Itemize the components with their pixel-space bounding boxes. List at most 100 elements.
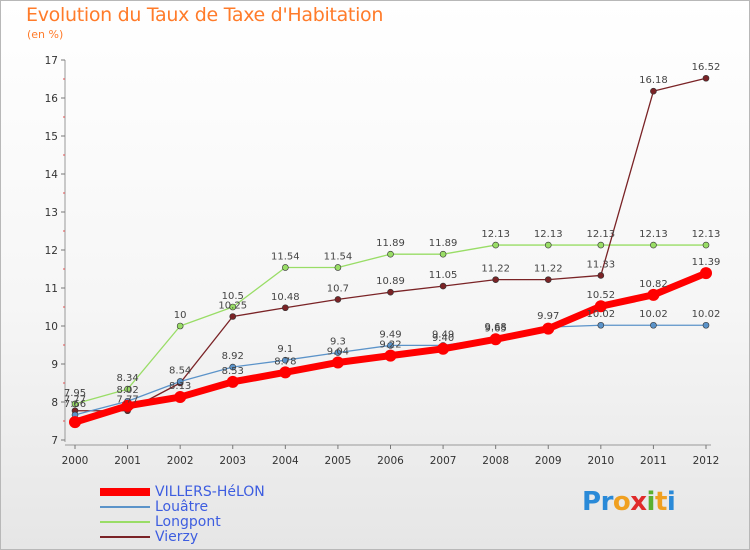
y-tick-label: 15: [45, 131, 58, 143]
data-point: [176, 378, 184, 385]
data-point: [174, 391, 187, 404]
y-tick-label: 7: [51, 435, 58, 447]
legend-label: Louâtre: [155, 498, 209, 515]
data-point: [124, 385, 131, 393]
data-label: 11.89: [429, 238, 458, 249]
chart-title: Evolution du Taux de Taxe d'Habitation: [26, 4, 384, 26]
data-point: [492, 241, 499, 249]
data-label: 7.66: [64, 399, 86, 410]
data-label: 9.22: [379, 340, 401, 351]
legend-item: Longpont: [100, 513, 265, 530]
y-tick-label: 9: [51, 359, 58, 371]
data-label: 8.54: [169, 365, 191, 376]
y-tick-label: 11: [45, 283, 58, 295]
data-point: [229, 313, 237, 320]
x-tick-label: 2011: [640, 455, 667, 467]
data-point: [647, 288, 660, 301]
data-label: 11.89: [376, 238, 405, 249]
logo-letter: P: [582, 487, 601, 517]
x-tick-label: 2005: [325, 455, 352, 467]
x-tick-label: 2009: [535, 455, 562, 467]
proxiti-logo: Proxiti: [582, 487, 676, 517]
x-tick-label: 2008: [482, 455, 509, 467]
data-label: 9.40: [432, 333, 454, 344]
data-label: 10.02: [587, 309, 616, 320]
data-label: 10.52: [587, 290, 616, 301]
logo-letter: x: [630, 487, 647, 517]
chart-svg: 7 8 9 10 11 12 13 14 15 16 17 2000 2001 2002 2003 2004 2…: [45, 55, 721, 467]
legend-item: Vierzy: [100, 528, 265, 545]
data-point: [121, 399, 134, 412]
data-label: 12.13: [481, 229, 510, 240]
data-label: 10.02: [692, 309, 721, 320]
y-tick-label: 16: [45, 93, 59, 105]
legend-swatch-vierzy: [100, 535, 150, 538]
logo-letter: i: [646, 487, 656, 517]
y-tick-label: 12: [45, 245, 58, 257]
data-label: 10.02: [639, 309, 668, 320]
data-point: [650, 321, 657, 329]
data-point: [489, 333, 502, 346]
data-point: [71, 400, 79, 408]
data-point: [439, 250, 447, 258]
x-tick-label: 2006: [377, 455, 404, 467]
data-label: 11.54: [324, 251, 353, 262]
data-point: [542, 322, 555, 335]
data-point: [387, 250, 394, 258]
data-label: 12.13: [587, 229, 616, 240]
x-tick-label: 2003: [219, 455, 246, 467]
data-label: 10: [174, 310, 187, 321]
data-label: 11.22: [534, 264, 563, 275]
data-point: [492, 276, 499, 283]
data-label: 8.13: [169, 381, 191, 392]
data-label: 9.65: [485, 323, 507, 334]
data-point: [226, 375, 239, 388]
data-label: 8.92: [222, 351, 244, 362]
logo-letter: t: [654, 487, 667, 517]
data-label: 10.5: [222, 291, 244, 302]
data-point: [334, 264, 342, 271]
data-label: 10.25: [218, 301, 247, 312]
data-label: 11.39: [692, 257, 721, 268]
legend: VILLERS-HéLON Louâtre Longpont Vierzy: [100, 484, 265, 545]
data-point: [334, 349, 342, 356]
data-point: [650, 241, 657, 249]
data-label: 12.13: [534, 229, 563, 240]
legend-label: Vierzy: [155, 528, 199, 545]
legend-swatch-villers: [100, 487, 150, 496]
y-tick-label: 10: [45, 321, 58, 333]
data-label: 11.33: [587, 259, 616, 270]
legend-label: Longpont: [155, 513, 221, 530]
x-tick-label: 2007: [430, 455, 457, 467]
logo-letter: r: [600, 487, 614, 517]
chart-subtitle: (en %): [27, 28, 64, 41]
data-label: 10.7: [327, 283, 349, 294]
legend-swatch-longpont: [100, 520, 150, 523]
data-point: [437, 342, 450, 355]
y-tick-label: 8: [51, 397, 58, 409]
data-point: [384, 349, 397, 362]
data-point: [544, 276, 552, 283]
data-label: 8.78: [274, 356, 296, 367]
data-label: 10.48: [271, 292, 300, 303]
data-point: [597, 321, 605, 329]
data-label: 9.97: [537, 311, 559, 322]
data-point: [700, 267, 712, 280]
data-label: 11.05: [429, 270, 458, 281]
legend-item: Louâtre: [100, 498, 265, 515]
data-label: 9.3: [330, 337, 346, 348]
data-point: [282, 304, 289, 312]
legend-item: VILLERS-HéLON: [100, 484, 265, 500]
data-label: 7.77: [116, 395, 138, 406]
data-label: 10.89: [376, 276, 405, 287]
data-point: [702, 74, 710, 82]
data-label: 16.18: [639, 75, 668, 86]
data-point: [387, 288, 394, 296]
data-point: [334, 296, 342, 303]
data-label: 9.49: [432, 329, 454, 340]
data-point: [544, 241, 552, 249]
data-label: 10.82: [639, 279, 668, 290]
x-tick-label: 2012: [693, 455, 720, 467]
logo-letter: i: [666, 487, 676, 517]
